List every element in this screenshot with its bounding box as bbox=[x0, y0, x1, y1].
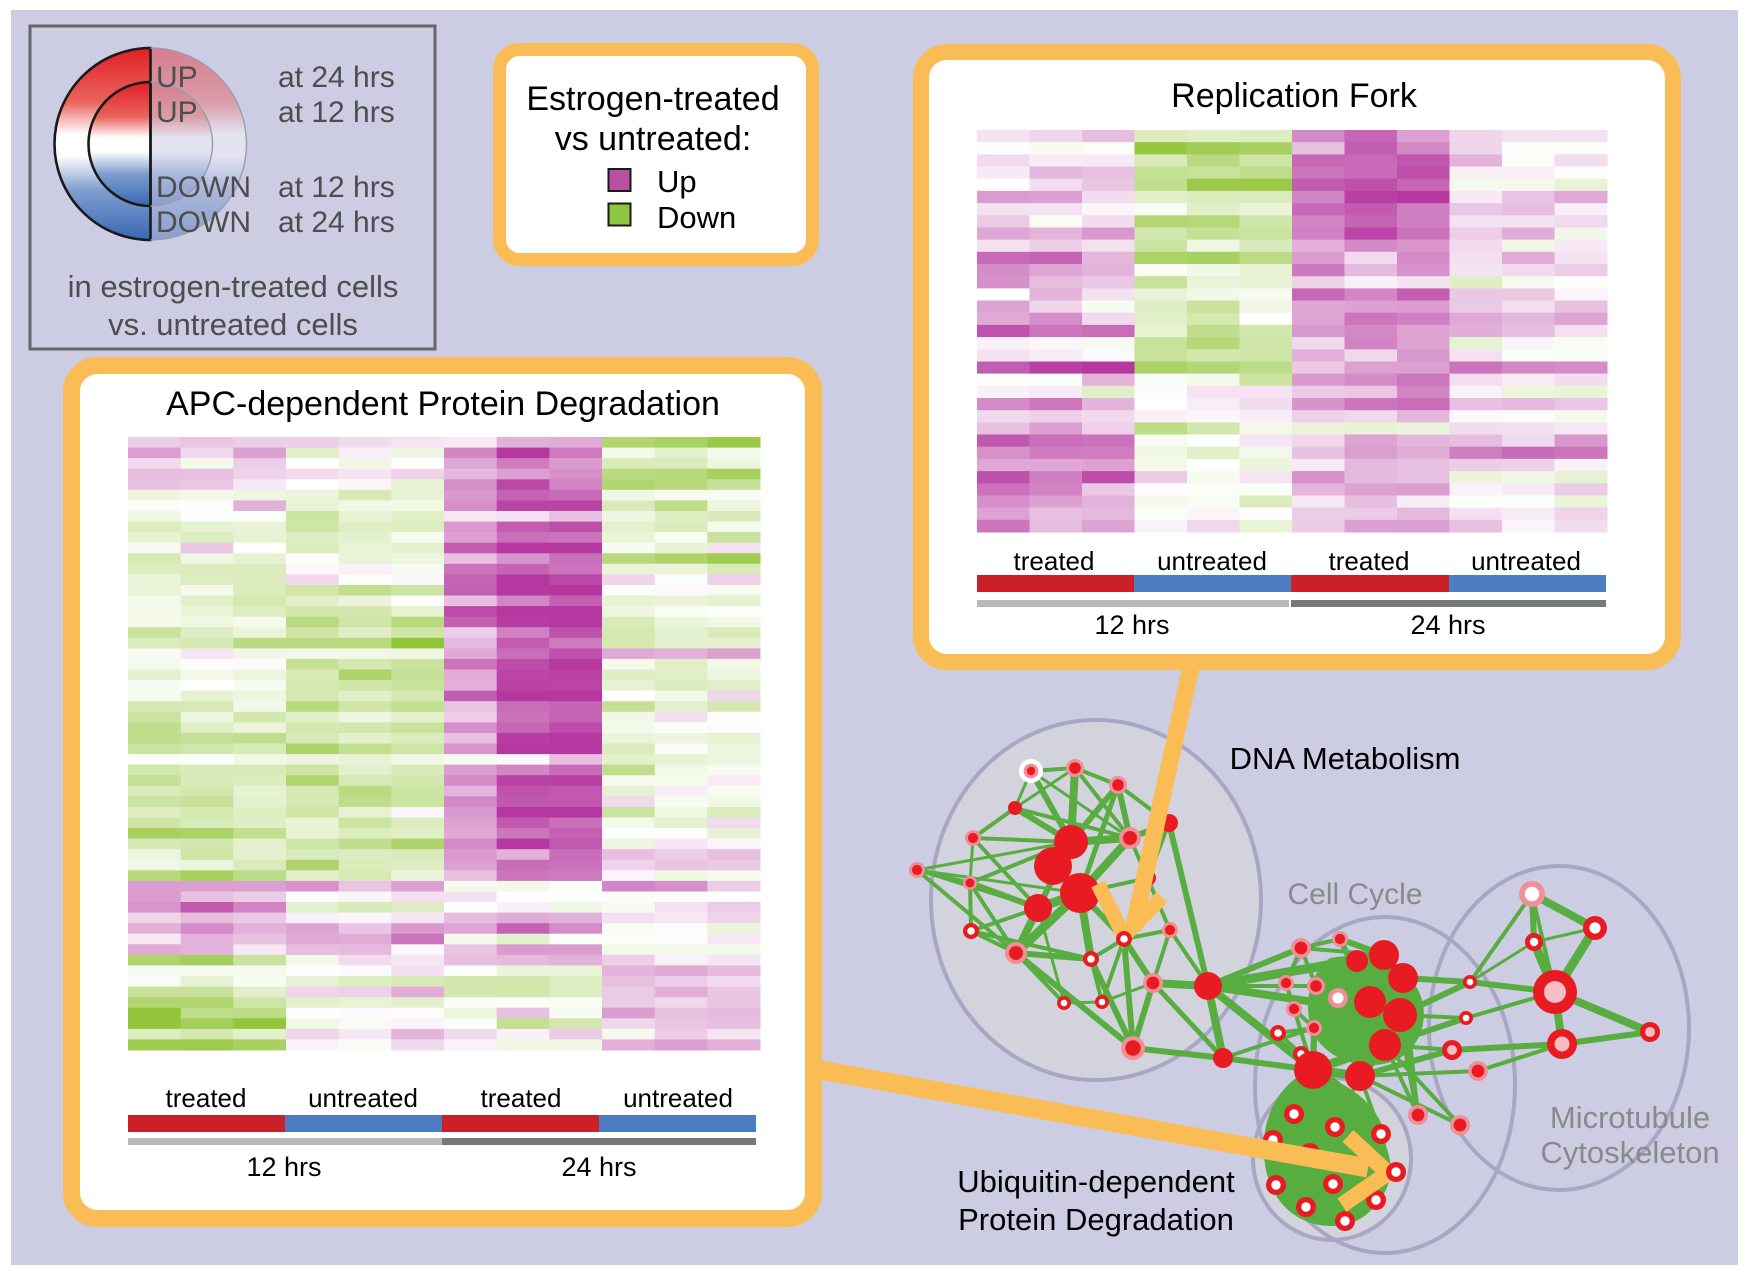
svg-text:untreated: untreated bbox=[1471, 546, 1581, 576]
svg-text:at 12 hrs: at 12 hrs bbox=[278, 171, 395, 204]
svg-text:Up: Up bbox=[657, 164, 697, 199]
svg-text:untreated: untreated bbox=[308, 1083, 418, 1113]
svg-text:in estrogen-treated cells: in estrogen-treated cells bbox=[68, 269, 399, 304]
svg-text:untreated: untreated bbox=[623, 1083, 733, 1113]
svg-text:24 hrs: 24 hrs bbox=[1410, 610, 1485, 640]
svg-text:DOWN: DOWN bbox=[156, 206, 251, 239]
svg-text:UP: UP bbox=[156, 96, 198, 129]
svg-text:Microtubule: Microtubule bbox=[1550, 1100, 1710, 1135]
svg-text:treated: treated bbox=[166, 1083, 247, 1113]
svg-text:Cytoskeleton: Cytoskeleton bbox=[1540, 1135, 1719, 1170]
svg-text:Down: Down bbox=[657, 200, 736, 235]
svg-text:12 hrs: 12 hrs bbox=[246, 1152, 321, 1182]
svg-text:treated: treated bbox=[1014, 546, 1095, 576]
svg-text:vs. untreated cells: vs. untreated cells bbox=[108, 307, 358, 342]
svg-text:untreated: untreated bbox=[1157, 546, 1267, 576]
svg-text:at 24 hrs: at 24 hrs bbox=[278, 206, 395, 239]
svg-text:DNA Metabolism: DNA Metabolism bbox=[1230, 741, 1461, 776]
svg-text:Cell Cycle: Cell Cycle bbox=[1287, 878, 1422, 911]
svg-text:treated: treated bbox=[1329, 546, 1410, 576]
svg-text:UP: UP bbox=[156, 61, 198, 94]
svg-text:24 hrs: 24 hrs bbox=[561, 1152, 636, 1182]
svg-text:APC-dependent Protein Degradat: APC-dependent Protein Degradation bbox=[166, 385, 720, 423]
svg-text:vs untreated:: vs untreated: bbox=[555, 120, 752, 158]
svg-text:Protein Degradation: Protein Degradation bbox=[958, 1202, 1234, 1237]
svg-text:Estrogen-treated: Estrogen-treated bbox=[526, 80, 779, 118]
svg-text:at 12 hrs: at 12 hrs bbox=[278, 96, 395, 129]
svg-text:Ubiquitin-dependent: Ubiquitin-dependent bbox=[957, 1164, 1235, 1199]
svg-text:Replication Fork: Replication Fork bbox=[1171, 77, 1418, 115]
svg-text:DOWN: DOWN bbox=[156, 171, 251, 204]
svg-text:treated: treated bbox=[481, 1083, 562, 1113]
svg-text:12 hrs: 12 hrs bbox=[1094, 610, 1169, 640]
svg-text:at 24 hrs: at 24 hrs bbox=[278, 61, 395, 94]
